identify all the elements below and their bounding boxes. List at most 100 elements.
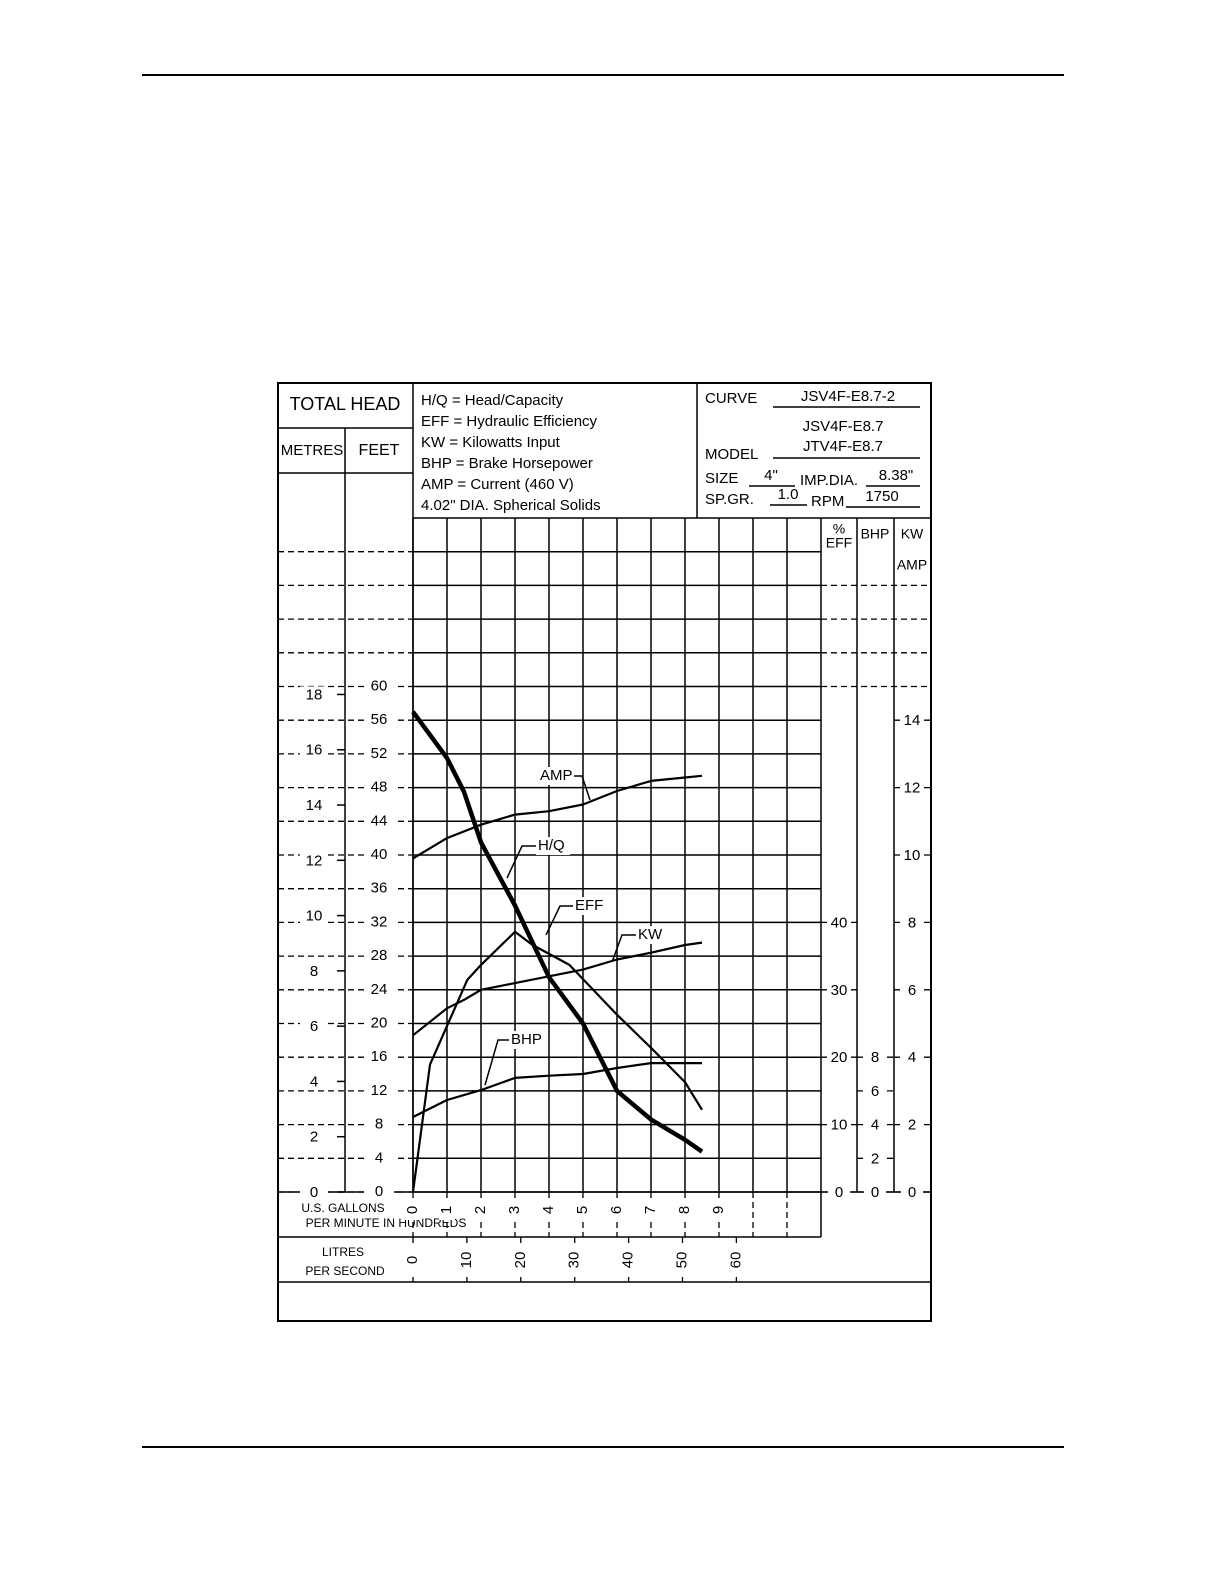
label-bg: [901, 779, 923, 796]
label-bg: [566, 1245, 583, 1275]
legend-text: H/Q = Head/Capacity: [421, 392, 564, 409]
metres-tick-label: 6: [310, 1018, 318, 1035]
y-tick-label: 60: [371, 677, 388, 694]
metres-tick-label: 16: [306, 742, 323, 759]
label-bg: [643, 1200, 659, 1220]
x2-tick-label: 50: [673, 1252, 690, 1269]
label-bg: [864, 1116, 886, 1133]
label-bg: [364, 847, 394, 863]
bhp-label: BHP: [861, 526, 890, 542]
metres-tick-label: 10: [306, 908, 323, 925]
legend-text: KW = Kilowatts Input: [421, 434, 561, 451]
label-bg: [300, 962, 328, 979]
x2-label: PER SECOND: [305, 1264, 385, 1278]
x2-tick-label: 40: [620, 1252, 637, 1269]
label-bg: [364, 914, 394, 931]
label-bg: [364, 712, 394, 729]
y-tick-label: 48: [371, 779, 388, 796]
label-bg: [364, 1015, 394, 1032]
label-bg: [405, 1245, 421, 1275]
label-bg: [620, 1245, 637, 1275]
label-bg: [901, 914, 923, 931]
y-tick-label: 20: [371, 1014, 388, 1031]
info-value: JTV4F-E8.7: [803, 438, 883, 455]
label-bg: [711, 1200, 727, 1220]
x2-tick-label: 60: [727, 1252, 744, 1269]
label-bg: [575, 1200, 591, 1220]
label-leader: [611, 934, 636, 963]
label-bg: [300, 797, 328, 814]
label-leader: [484, 1039, 509, 1086]
label-bg: [901, 1116, 923, 1133]
label-bg: [864, 1150, 886, 1167]
label-bg: [300, 741, 328, 758]
amp-label: AMP: [897, 557, 927, 573]
series-line: [411, 930, 703, 1193]
y-tick-label: 44: [371, 812, 388, 829]
eff-label: EFF: [826, 535, 852, 551]
info-label: IMP.DIA.: [800, 472, 858, 489]
kw_axis-tick-label: 2: [908, 1117, 916, 1134]
info-value: 4": [764, 467, 778, 484]
y-tick-label: 4: [375, 1149, 383, 1166]
series-label: H/Q: [538, 837, 565, 854]
legend-text: BHP = Brake Horsepower: [421, 455, 593, 472]
label-bg: [864, 1049, 886, 1066]
label-bg: [901, 712, 923, 729]
eff_axis-tick-label: 20: [831, 1049, 848, 1066]
label-bg: [364, 1116, 394, 1133]
kw-label: KW: [901, 526, 924, 542]
label-bg: [364, 1150, 394, 1167]
metres-tick-label: 0: [310, 1184, 318, 1201]
info-label: CURVE: [705, 390, 757, 407]
label-leader: [506, 845, 537, 879]
label-leader: [574, 775, 591, 801]
x2-tick-label: 10: [458, 1252, 475, 1269]
x2-tick-label: 20: [512, 1252, 529, 1269]
metres-tick-label: 12: [306, 852, 323, 869]
label-bg: [300, 1018, 328, 1035]
label-bg: [405, 1200, 421, 1220]
label-bg: [573, 897, 607, 915]
x-tick-label: 5: [574, 1206, 591, 1214]
x-tick-label: 8: [676, 1206, 693, 1214]
kw_axis-tick-label: 4: [908, 1049, 916, 1066]
y-tick-label: 12: [371, 1082, 388, 1099]
label-bg: [364, 1049, 394, 1066]
label-bg: [728, 1245, 745, 1275]
feet-label: FEET: [359, 442, 400, 459]
label-bg: [364, 1184, 394, 1200]
label-bg: [901, 981, 923, 998]
legend-text: EFF = Hydraulic Efficiency: [421, 413, 598, 430]
legend-text: AMP = Current (460 V): [421, 476, 574, 493]
x2-tick-label: 0: [404, 1256, 421, 1264]
info-value: 1.0: [778, 486, 799, 503]
label-bg: [300, 907, 328, 924]
info-value: JSV4F-E8.7: [803, 418, 884, 435]
series-label: EFF: [575, 897, 603, 914]
info-value: 1750: [865, 488, 898, 505]
label-leader: [545, 905, 573, 936]
series-label: KW: [638, 926, 663, 943]
x-tick-label: 6: [608, 1206, 625, 1214]
x-label: U.S. GALLONS: [301, 1201, 384, 1215]
legend-text: 4.02" DIA. Spherical Solids: [421, 497, 601, 514]
label-bg: [512, 1245, 529, 1275]
info-label: SIZE: [705, 470, 738, 487]
label-bg: [864, 1184, 886, 1200]
y-tick-label: 24: [371, 981, 388, 998]
metres-tick-label: 4: [310, 1073, 318, 1090]
x-tick-label: 7: [642, 1206, 659, 1214]
label-bg: [300, 1073, 328, 1090]
label-bg: [636, 926, 660, 944]
label-bg: [300, 686, 328, 703]
title: TOTAL HEAD: [290, 394, 401, 414]
y-tick-label: 40: [371, 846, 388, 863]
eff_axis-tick-label: 0: [835, 1184, 843, 1201]
x-tick-label: 3: [506, 1206, 523, 1214]
label-bg: [541, 1200, 557, 1220]
x-tick-label: 0: [404, 1206, 421, 1214]
info-label: SP.GR.: [705, 491, 754, 508]
kw_axis-tick-label: 14: [904, 712, 921, 729]
